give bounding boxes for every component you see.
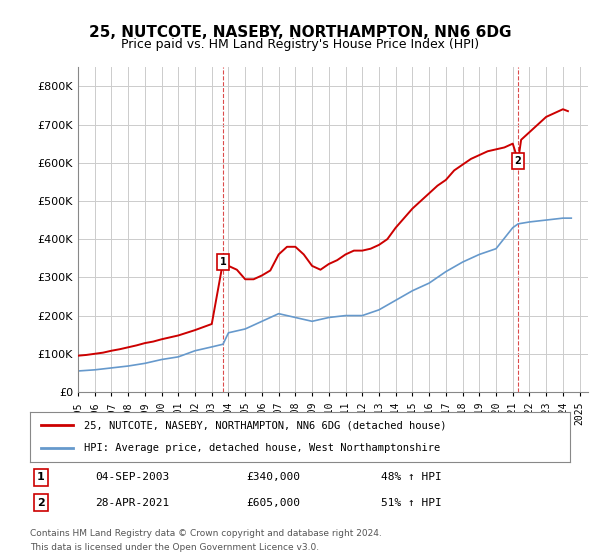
Text: 25, NUTCOTE, NASEBY, NORTHAMPTON, NN6 6DG (detached house): 25, NUTCOTE, NASEBY, NORTHAMPTON, NN6 6D…: [84, 420, 446, 430]
Text: £605,000: £605,000: [246, 498, 300, 507]
Text: 1: 1: [37, 473, 44, 482]
Text: 25, NUTCOTE, NASEBY, NORTHAMPTON, NN6 6DG: 25, NUTCOTE, NASEBY, NORTHAMPTON, NN6 6D…: [89, 25, 511, 40]
Text: 04-SEP-2003: 04-SEP-2003: [95, 473, 169, 482]
Text: 28-APR-2021: 28-APR-2021: [95, 498, 169, 507]
Text: HPI: Average price, detached house, West Northamptonshire: HPI: Average price, detached house, West…: [84, 444, 440, 454]
Text: £340,000: £340,000: [246, 473, 300, 482]
Text: 2: 2: [515, 156, 521, 166]
Text: 1: 1: [220, 257, 226, 267]
Text: Contains HM Land Registry data © Crown copyright and database right 2024.: Contains HM Land Registry data © Crown c…: [30, 529, 382, 538]
Text: This data is licensed under the Open Government Licence v3.0.: This data is licensed under the Open Gov…: [30, 543, 319, 552]
Text: 2: 2: [37, 498, 44, 507]
Text: 48% ↑ HPI: 48% ↑ HPI: [381, 473, 442, 482]
Text: 51% ↑ HPI: 51% ↑ HPI: [381, 498, 442, 507]
Text: Price paid vs. HM Land Registry's House Price Index (HPI): Price paid vs. HM Land Registry's House …: [121, 38, 479, 50]
